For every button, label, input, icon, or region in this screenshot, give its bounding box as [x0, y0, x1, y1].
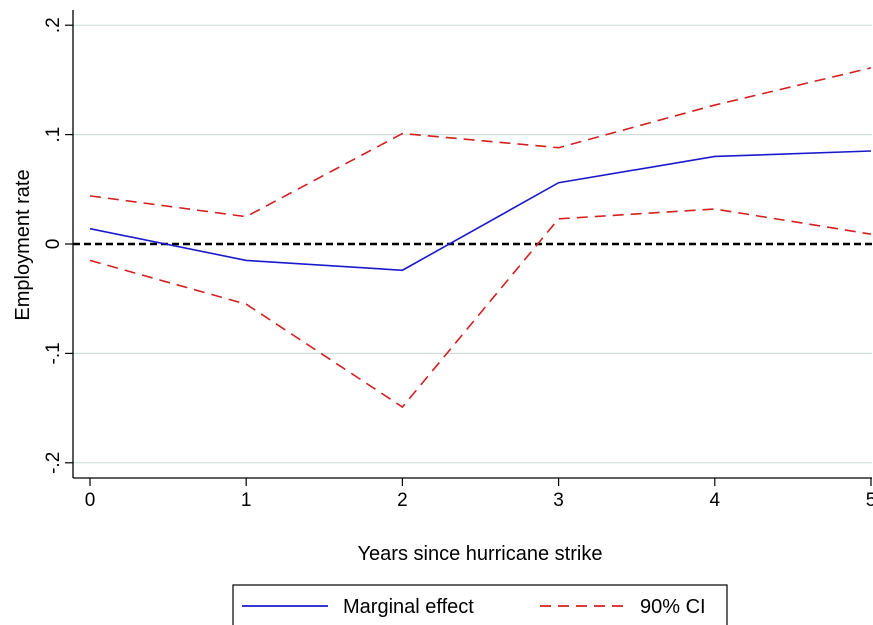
y-tick-label-3: .1 [43, 127, 64, 143]
x-axis-title: Years since hurricane strike [358, 543, 603, 565]
x-axis-ticks: 0 1 2 3 4 5 [85, 478, 873, 511]
x-tick-label-4: 4 [710, 490, 721, 511]
x-tick-label-2: 2 [397, 490, 408, 511]
series-line-0 [89, 150, 872, 272]
y-tick-label-1: -.1 [43, 342, 64, 364]
y-axis-ticks: -.2 -.1 0 .1 .2 [43, 17, 73, 474]
legend-box [232, 584, 728, 625]
x-tick-label-1: 1 [241, 490, 252, 511]
legend-label-0: Marginal effect [343, 596, 474, 618]
series-line-2 [89, 208, 872, 409]
x-tick-label-3: 3 [553, 490, 564, 511]
x-tick-label-5: 5 [866, 490, 873, 511]
y-axis-title: Employment rate [12, 169, 34, 320]
series-line-1 [89, 67, 872, 218]
x-tick-label-0: 0 [85, 490, 96, 511]
y-tick-label-0: -.2 [43, 452, 64, 474]
legend-label-1: 90% CI [640, 596, 706, 618]
y-tick-label-2: 0 [43, 239, 64, 250]
y-tick-label-4: .2 [43, 17, 64, 33]
grid-lines [73, 24, 872, 464]
series-lines [89, 67, 872, 409]
